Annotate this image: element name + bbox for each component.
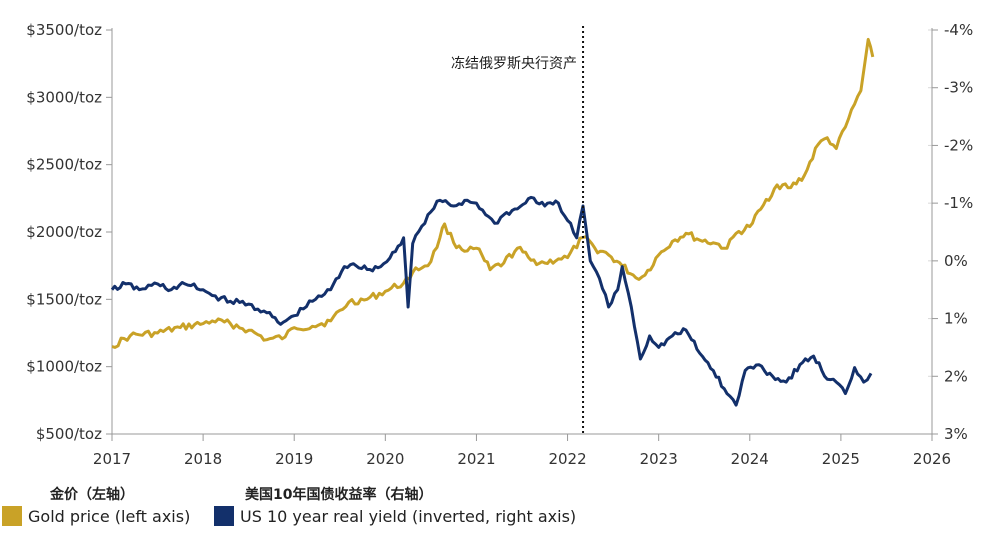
y-right-tick-label: -4% — [944, 21, 973, 39]
x-tick-label: 2026 — [913, 450, 951, 468]
y-left-tick-label: $3500/toz — [26, 21, 102, 39]
y-left-tick-label: $2500/toz — [26, 156, 102, 174]
axes — [106, 28, 938, 441]
x-tick-label: 2025 — [822, 450, 860, 468]
x-tick-label: 2021 — [457, 450, 495, 468]
y-left-tick-label: $2000/toz — [26, 223, 102, 241]
series-lines — [110, 37, 875, 407]
x-tick-label: 2024 — [731, 450, 769, 468]
chart: 冻结俄罗斯央行资产 $3500/toz $3000/toz $2500/toz $20… — [26, 21, 973, 468]
y-left-tick-label: $3000/toz — [26, 88, 102, 106]
series-line-gold-price-left-axis — [111, 37, 875, 349]
legend-label-gold: Gold price (left axis) — [28, 506, 191, 526]
y-right-tick-label: -3% — [944, 79, 973, 97]
y-left-tick-label: $500/toz — [36, 425, 102, 443]
tick-labels: $3500/toz $3000/toz $2500/toz $2000/toz $150… — [26, 21, 973, 468]
legend-gold-cn: 金价（左轴） — [50, 487, 134, 503]
gridlines — [928, 29, 932, 435]
annotation-label: 冻结俄罗斯央行资产 — [451, 55, 577, 72]
legend-swatch-navy — [214, 506, 234, 526]
x-tick-label: 2023 — [640, 450, 678, 468]
legend-swatch-gold — [2, 506, 22, 526]
x-tick-label: 2022 — [548, 450, 586, 468]
x-tick-label: 2018 — [184, 450, 222, 468]
legend-item-navy: US 10 year real yield (inverted, right a… — [214, 506, 576, 526]
y-right-tick-label: 3% — [944, 425, 968, 443]
legend: 金价（左轴） 美国10年国债收益率（右轴） Gold price (left a… — [0, 484, 1000, 533]
legend-item-gold: Gold price (left axis) — [2, 506, 190, 526]
annotation: 冻结俄罗斯央行资产 — [451, 26, 585, 434]
x-tick-label: 2019 — [275, 450, 313, 468]
y-right-tick-label: 0% — [944, 252, 968, 270]
y-right-tick-label: -2% — [944, 136, 973, 154]
x-tick-label: 2017 — [93, 450, 131, 468]
x-tick-label: 2020 — [366, 450, 404, 468]
y-right-tick-label: 2% — [944, 367, 968, 385]
legend-label-navy: US 10 year real yield (inverted, right a… — [240, 506, 577, 526]
y-left-tick-label: $1000/toz — [26, 358, 102, 376]
y-right-tick-label: 1% — [944, 310, 968, 328]
y-left-tick-label: $1500/toz — [26, 290, 102, 308]
series-line-us-10-year-real-yield-inverted-right-axis — [110, 195, 873, 407]
y-right-tick-label: -1% — [944, 194, 973, 212]
legend-navy-cn: 美国10年国债收益率（右轴） — [245, 487, 433, 503]
